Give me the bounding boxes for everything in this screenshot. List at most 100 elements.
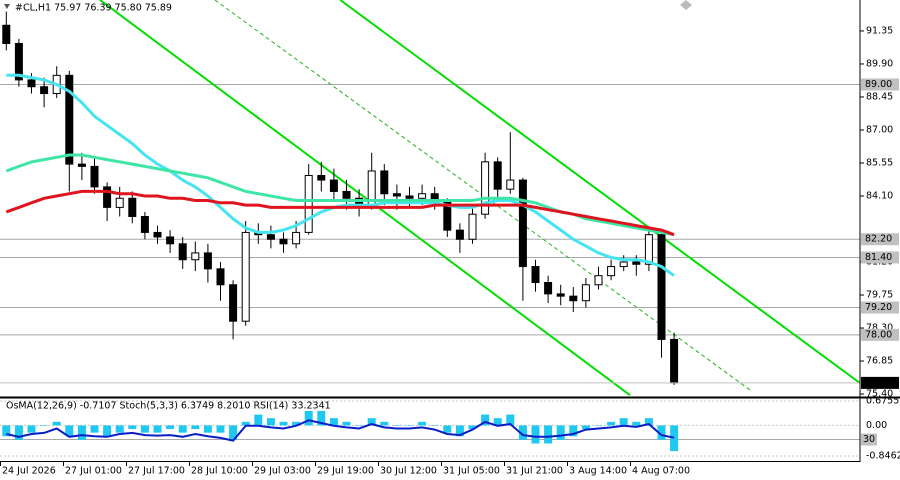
- x-tick-label: 27 Jul 17:00: [128, 466, 185, 477]
- osma-bar: [544, 425, 553, 444]
- osma-bar: [380, 421, 389, 426]
- indicator-tick-label: 0.6755: [866, 396, 899, 407]
- osma-bar: [254, 414, 263, 426]
- x-tick-label: 28 Jul 10:00: [191, 466, 248, 477]
- candle-body: [304, 175, 313, 233]
- osma-bar: [153, 425, 162, 433]
- candle-body: [493, 161, 502, 190]
- indicator-tick-label: -0.8462: [866, 451, 900, 462]
- osma-bar: [40, 425, 49, 426]
- osma-bar: [203, 425, 212, 433]
- osma-bar: [657, 425, 666, 440]
- candle-body: [544, 281, 553, 295]
- osma-bar: [531, 425, 540, 444]
- osma-bar: [430, 425, 439, 426]
- shift-marker: [680, 0, 692, 10]
- candle-body: [468, 213, 477, 240]
- osma-bar: [581, 425, 590, 430]
- indicator-panel: [0, 400, 860, 457]
- rsi-level-box: [861, 433, 877, 446]
- osma-bar: [229, 425, 238, 440]
- y-tick-label: 75.40: [866, 389, 893, 400]
- indicator-tick-label: 0.00: [866, 420, 887, 431]
- x-tick-label: 29 Jul 19:00: [317, 466, 374, 477]
- osma-bar: [304, 410, 313, 426]
- x-tick-label: 29 Jul 03:00: [254, 466, 311, 477]
- price-panel: [0, 0, 860, 396]
- y-tick-label: 79.75: [866, 290, 893, 301]
- candle-body: [418, 193, 427, 199]
- y-tick-label: 89.90: [866, 58, 893, 69]
- level-label-box: [861, 251, 899, 264]
- osma-bar: [27, 425, 36, 433]
- osma-bar: [670, 425, 679, 452]
- candle-body: [90, 165, 99, 188]
- osma-bar: [455, 425, 464, 437]
- osma-bar: [191, 425, 200, 430]
- osma-bar: [2, 425, 11, 437]
- x-tick-label: 30 Jul 12:00: [380, 466, 437, 477]
- candle-body: [581, 284, 590, 302]
- y-tick-label: 76.85: [866, 356, 893, 367]
- osma-bar: [355, 425, 364, 426]
- indicator-title: OsMA(12,26,9) -0.7107 Stoch(5,3,3) 6.374…: [6, 401, 331, 412]
- osma-bar: [166, 425, 175, 430]
- candle-body: [2, 24, 11, 44]
- level-label: 81.40: [865, 252, 892, 263]
- candle-body: [128, 197, 137, 217]
- osma-bar: [418, 421, 427, 426]
- osma-bar: [279, 421, 288, 426]
- candle-body: [140, 215, 149, 233]
- candle-body: [166, 236, 175, 245]
- osma-bar: [556, 425, 565, 440]
- osma-bar: [468, 425, 477, 430]
- osma-bar: [569, 425, 578, 437]
- osma-bar: [128, 425, 137, 430]
- osma-bar: [493, 418, 502, 426]
- level-label-box: [861, 328, 899, 341]
- candle-body: [506, 179, 515, 190]
- x-tick-label: 4 Aug 07:00: [632, 466, 690, 477]
- candle-body: [191, 252, 200, 261]
- candle-body: [342, 190, 351, 199]
- candle-body: [77, 163, 86, 167]
- level-label: 79.20: [865, 302, 892, 313]
- candle-body: [329, 179, 338, 192]
- y-tick-label: 84.10: [866, 190, 893, 201]
- osma-bar: [14, 425, 23, 440]
- x-tick-label: 31 Jul 05:00: [443, 466, 500, 477]
- candle-body: [14, 42, 23, 81]
- candle-body: [216, 268, 225, 286]
- chart-title: #CL,H1 75.97 76.39 75.80 75.89: [15, 3, 172, 14]
- osma-bar: [216, 425, 225, 433]
- y-tick-label: 85.55: [866, 157, 893, 168]
- candle-body: [455, 229, 464, 240]
- candle-body: [657, 234, 666, 340]
- y-tick-label: 78.30: [866, 323, 893, 334]
- level-label-box: [861, 301, 899, 314]
- candle-body: [518, 179, 527, 268]
- osma-bar: [443, 425, 452, 433]
- trendline: [339, 0, 860, 384]
- candle-body: [607, 266, 616, 277]
- osma-bar: [77, 425, 86, 440]
- collapse-icon: [4, 4, 10, 9]
- level-label-box: [861, 78, 899, 91]
- osma-bar: [594, 425, 603, 426]
- moving-average: [5, 189, 675, 237]
- candle-body: [203, 252, 212, 270]
- osma-bar: [644, 418, 653, 426]
- rsi-level-label: 30: [863, 434, 875, 445]
- candle-body: [405, 195, 414, 199]
- candle-body: [27, 79, 36, 88]
- x-tick-label: 27 Jul 01:00: [65, 466, 122, 477]
- candle-body: [115, 197, 124, 208]
- candle-body: [569, 295, 578, 302]
- candle-body: [632, 261, 641, 265]
- y-tick-label: 88.45: [866, 91, 893, 102]
- candle-body: [644, 234, 653, 265]
- candle-body: [279, 238, 288, 245]
- y-tick-label: 87.00: [866, 124, 893, 135]
